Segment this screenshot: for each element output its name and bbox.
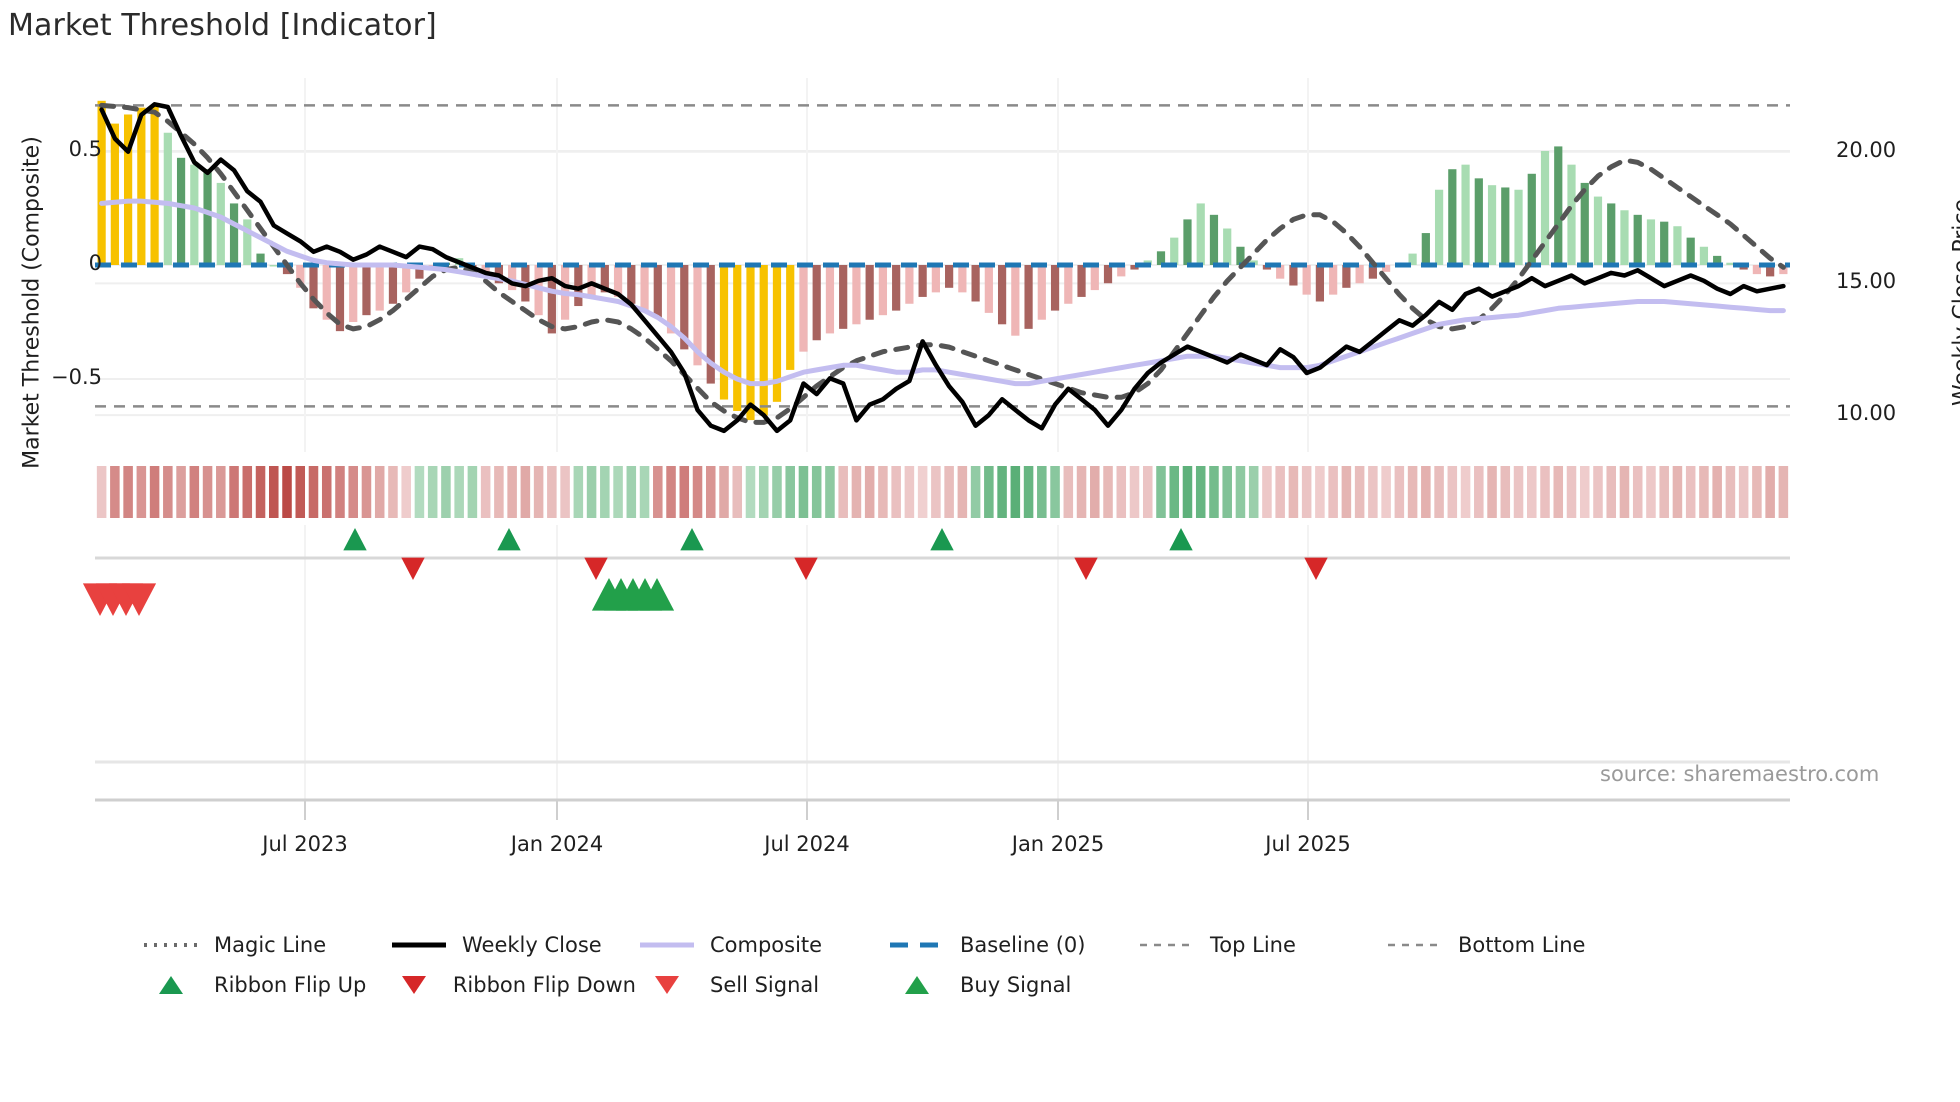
chart-canvas [82, 78, 1790, 820]
legend-item[interactable]: Composite [636, 933, 886, 957]
y-tick-left: −0.5 [51, 365, 102, 390]
legend-item-label: Magic Line [214, 933, 327, 957]
legend-item[interactable]: Weekly Close [388, 933, 636, 957]
legend-item[interactable]: Bottom Line [1384, 933, 1634, 957]
legend-item-label: Composite [710, 933, 823, 957]
legend-item[interactable]: Ribbon Flip Down [388, 972, 636, 998]
source-watermark: source: sharemaestro.com [1600, 762, 1880, 786]
y-tick-right: 15.00 [1836, 269, 1897, 294]
chart-legend: Magic Line Weekly Close Composite Baseline … [140, 925, 1940, 1005]
x-tick: Jan 2024 [510, 832, 604, 856]
x-tick: Jan 2025 [1011, 832, 1105, 856]
x-tick: Jul 2025 [1265, 832, 1351, 856]
legend-item-label: Baseline (0) [960, 933, 1086, 957]
legend-item[interactable]: Baseline (0) [886, 933, 1136, 957]
x-tick: Jul 2024 [764, 832, 850, 856]
triangle-up-icon [886, 972, 948, 998]
legend-row-primary: Magic Line Weekly Close Composite Baseline … [140, 925, 1940, 965]
legend-item-label: Sell Signal [710, 973, 820, 997]
legend-row-signals: Ribbon Flip Up Ribbon Flip Down Sell Signa… [140, 965, 1940, 1005]
line-swatch-icon [1136, 937, 1198, 953]
x-tick: Jul 2023 [262, 832, 348, 856]
triangle-down-icon [636, 972, 698, 998]
legend-item-label: Ribbon Flip Down [452, 973, 636, 997]
legend-item-label: Bottom Line [1458, 933, 1586, 957]
legend-item[interactable]: Sell Signal [636, 972, 886, 998]
y-tick-right: 20.00 [1836, 137, 1897, 162]
legend-item-label: Buy Signal [960, 973, 1072, 997]
line-swatch-icon [886, 937, 948, 953]
line-swatch-icon [636, 937, 698, 953]
page-title: Market Threshold [Indicator] [8, 8, 437, 43]
triangle-up-icon [140, 972, 202, 998]
legend-item-label: Weekly Close [462, 933, 602, 957]
legend-item[interactable]: Ribbon Flip Up [140, 972, 388, 998]
legend-item[interactable]: Magic Line [140, 933, 388, 957]
y-tick-right: 10.00 [1836, 401, 1897, 426]
legend-item[interactable]: Buy Signal [886, 972, 1136, 998]
y-tick-left: 0 [88, 251, 102, 275]
y-tick-left: 0.5 [68, 136, 102, 161]
line-swatch-icon [1384, 937, 1446, 953]
line-swatch-icon [388, 937, 450, 953]
triangle-down-icon [388, 972, 441, 998]
legend-item[interactable]: Top Line [1136, 933, 1384, 957]
legend-item-label: Top Line [1210, 933, 1296, 957]
line-swatch-icon [140, 937, 202, 953]
legend-item-label: Ribbon Flip Up [214, 973, 367, 997]
